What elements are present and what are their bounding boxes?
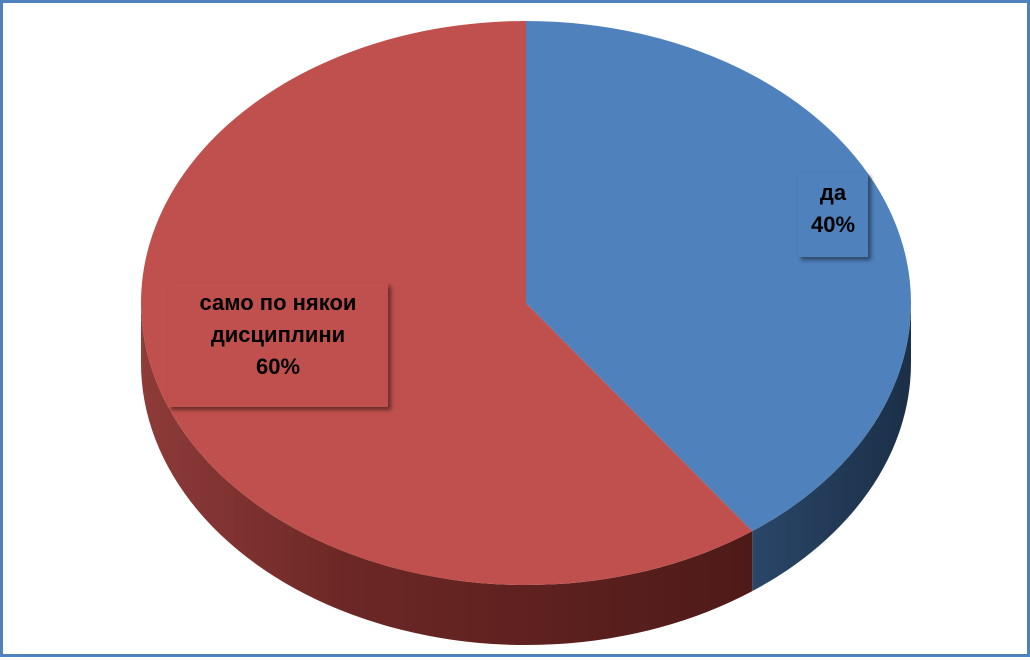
- slice-label-da: да 40%: [798, 173, 868, 257]
- slice-label-text-line-1: само по някои: [199, 290, 357, 315]
- slice-label-percent: 60%: [255, 354, 301, 379]
- pie-slice-1: [140, 21, 753, 586]
- pie-side-1: [141, 303, 753, 645]
- slice-label-text: да: [819, 180, 847, 205]
- slice-label-percent: 40%: [810, 212, 856, 237]
- pie-slice-0: [526, 21, 911, 532]
- pie-side-0: [752, 303, 911, 592]
- slice-label-samo-po-nyakoi-discipliny: само по някои дисциплини 60%: [168, 283, 388, 407]
- pie-chart: [140, 21, 911, 645]
- slice-label-text-line-2: дисциплини: [210, 322, 346, 347]
